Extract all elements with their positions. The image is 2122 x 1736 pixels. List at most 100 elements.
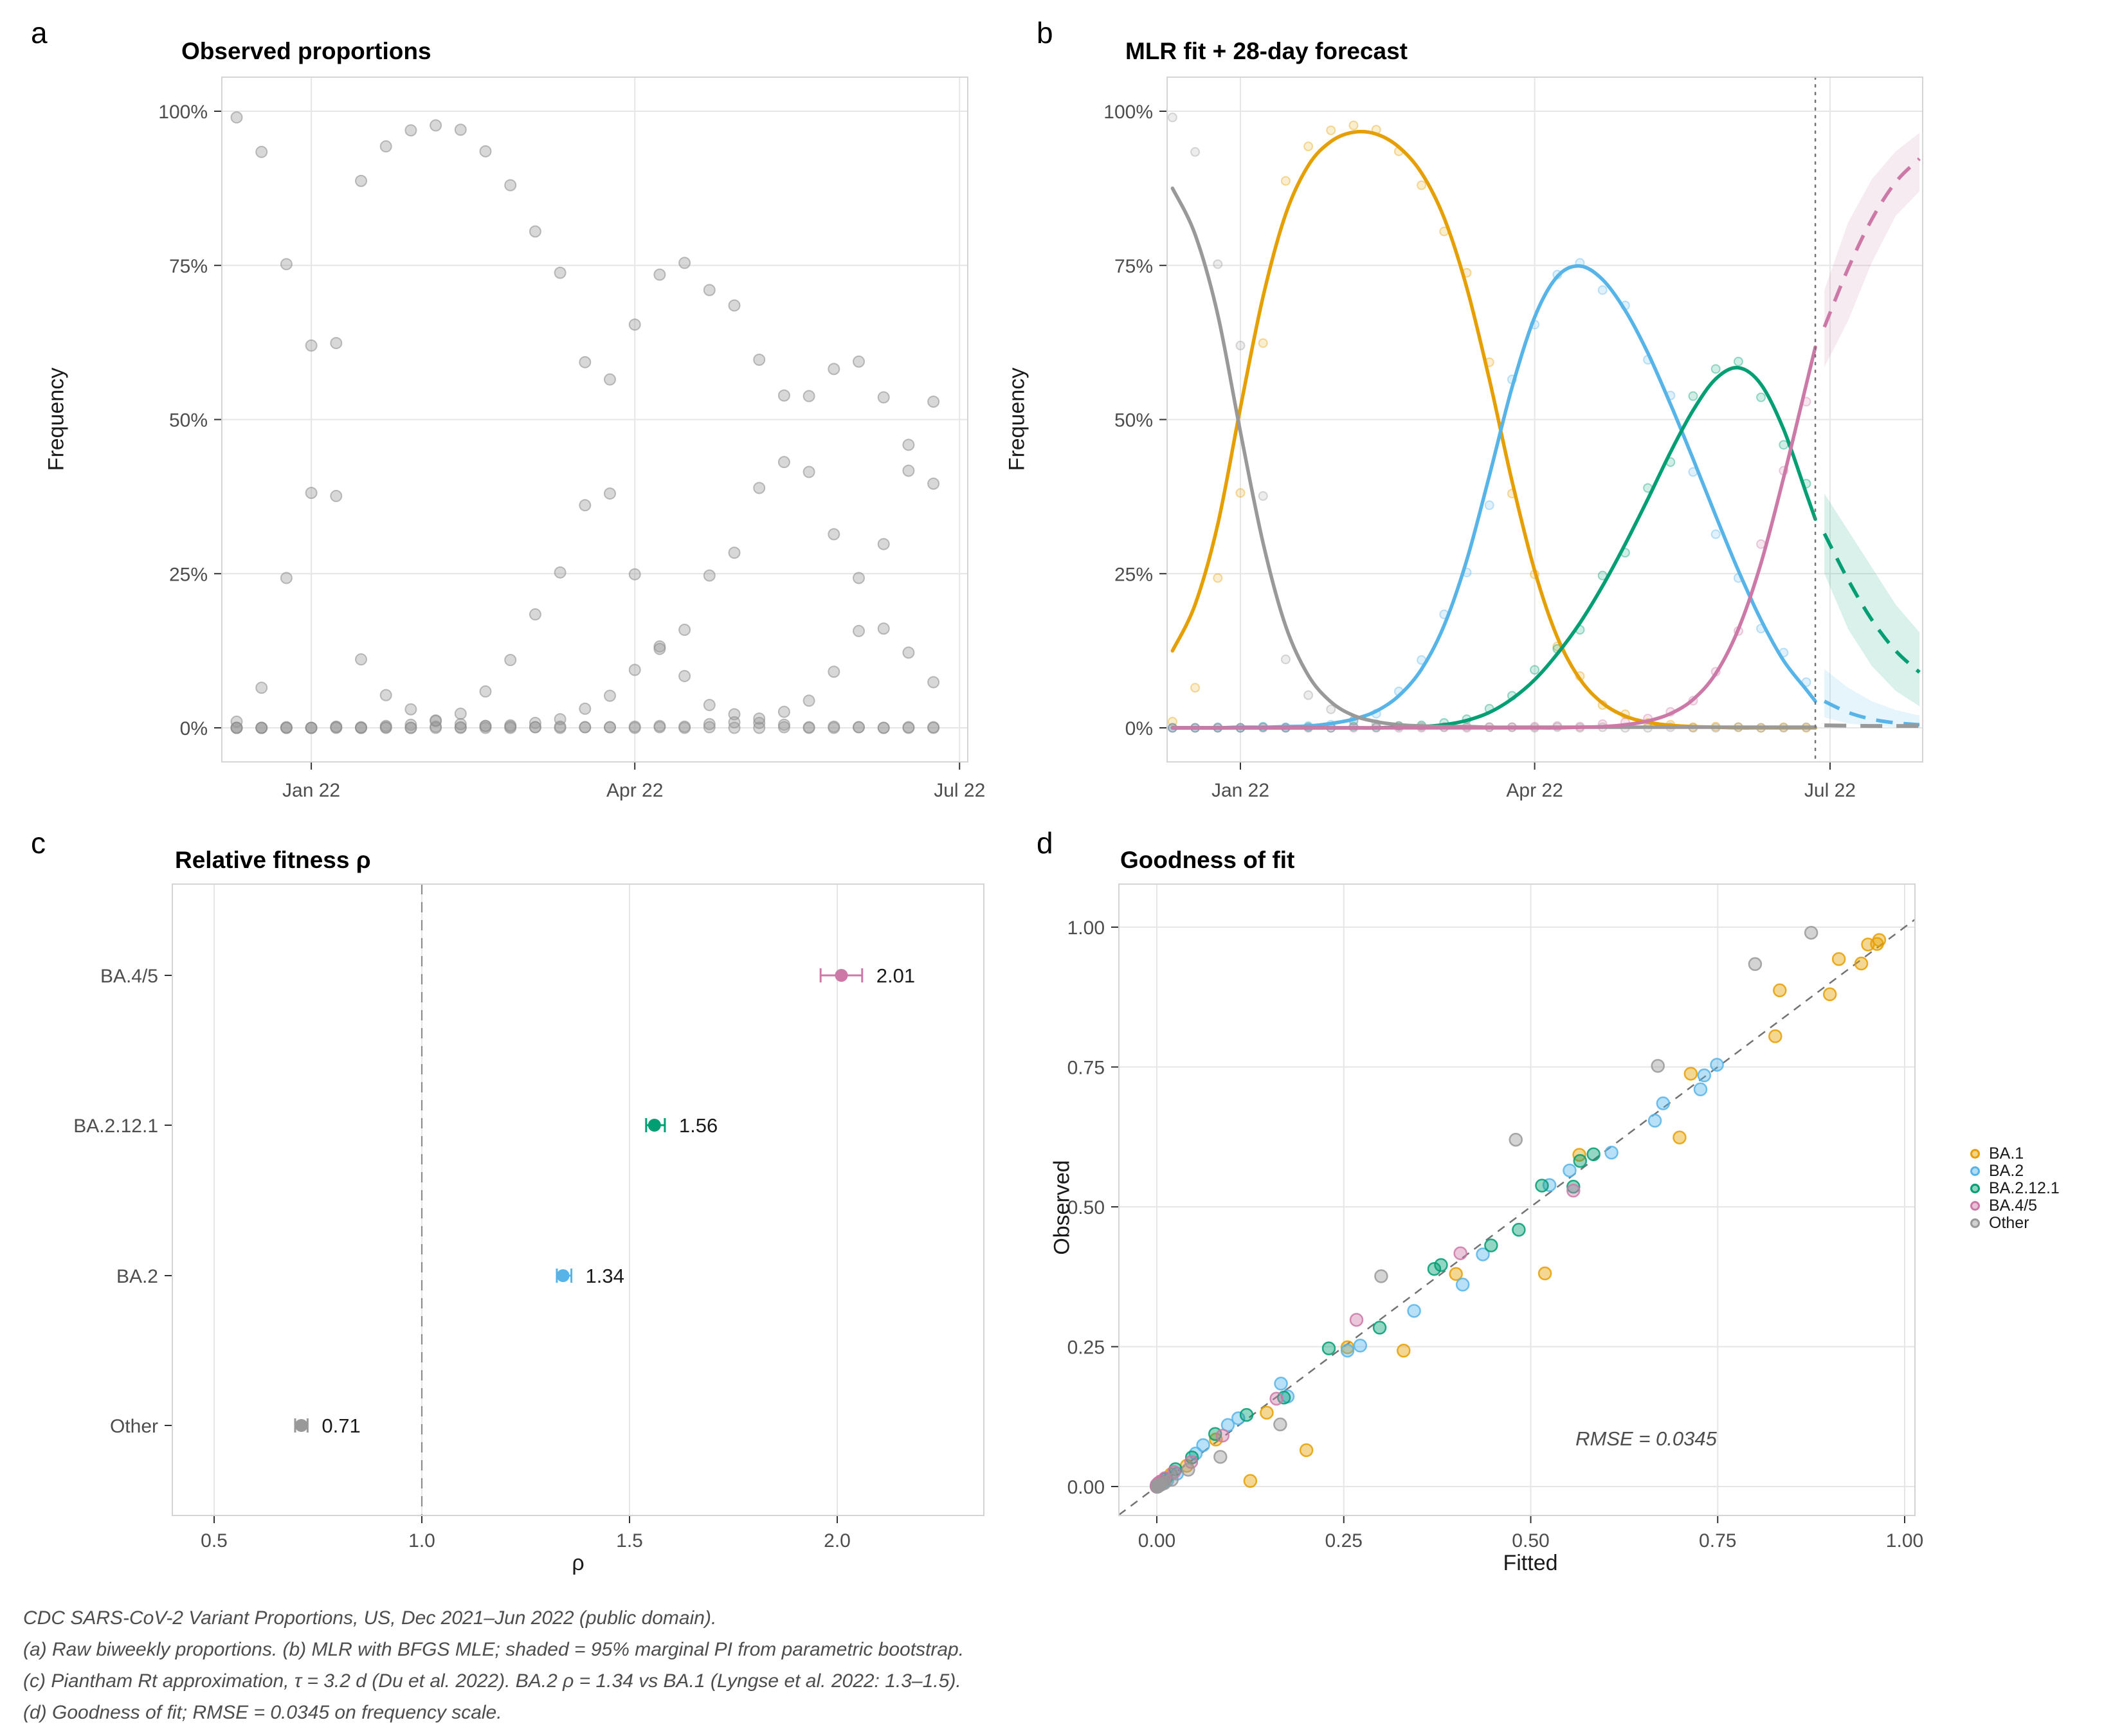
panel-b-observed-point <box>1280 176 1291 186</box>
panel-a-point <box>653 721 666 734</box>
panel-a-point <box>753 353 766 366</box>
panel-a-point <box>703 718 716 730</box>
panel-a-point <box>430 119 442 132</box>
forecast-ribbon <box>1824 132 1919 367</box>
panel-d-point <box>1484 1238 1498 1252</box>
panel-d-point <box>1231 1411 1246 1425</box>
panel-d-point <box>1273 1417 1287 1432</box>
y-tick-label: 100% <box>158 102 208 123</box>
panel-a-point <box>703 569 716 582</box>
panel-a-point <box>280 258 293 271</box>
panel-a-point <box>554 720 567 733</box>
panel-d-point <box>1260 1406 1274 1420</box>
x-tick-label: Jul 22 <box>1804 780 1856 801</box>
panel-a-point <box>504 654 517 667</box>
x-tick-label: Jan 22 <box>1211 780 1269 801</box>
panel-d-point <box>1274 1377 1288 1391</box>
panel-a-point <box>404 721 417 734</box>
panel-a-point <box>529 225 541 238</box>
panel-a-point <box>305 721 318 734</box>
panel-a-point <box>828 665 840 678</box>
category-label: BA.4/5 <box>100 966 158 987</box>
panel-a-point <box>777 389 790 402</box>
panel-a-point <box>678 624 691 637</box>
panel-a-point <box>877 391 890 404</box>
panel-d-point <box>1453 1246 1467 1260</box>
panel-a-point <box>454 718 467 730</box>
panel-d-point <box>1854 956 1869 971</box>
panel-d-point <box>1353 1339 1368 1353</box>
panel-b-observed-point <box>1190 683 1201 693</box>
panel-d-point <box>1321 1341 1336 1355</box>
panel-a-point <box>703 284 716 296</box>
y-tick-label: 1.00 <box>1067 918 1105 939</box>
panel-d-point <box>1563 1163 1577 1178</box>
panel-d-point <box>1773 983 1787 998</box>
category-label: Other <box>110 1416 158 1437</box>
panel-d-point <box>1239 1407 1254 1422</box>
panel-b-observed-point <box>1326 125 1336 136</box>
panel-a-point <box>777 456 790 469</box>
panel-b-observed-point <box>1235 488 1246 498</box>
panel-d-point <box>1184 1451 1199 1465</box>
panel-a-point <box>902 464 915 477</box>
panel-d-x-axis-title: Fitted <box>1503 1551 1558 1575</box>
panel-a-point <box>479 145 492 158</box>
panel-a-point <box>479 685 492 698</box>
forecast-line-BA.2.12.1 <box>1822 532 1921 674</box>
panel-a-point <box>703 721 716 734</box>
y-tick-label: 50% <box>1114 410 1153 431</box>
panel-b-title: MLR fit + 28-day forecast <box>1125 38 1408 64</box>
panel-d-point <box>1693 1082 1708 1097</box>
panel-d-point <box>1673 1130 1687 1144</box>
forecast-line-BA.4/5 <box>1822 157 1921 328</box>
panel-border <box>1118 883 1916 1516</box>
panel-b-observed-point <box>1303 690 1314 700</box>
panel-a-point <box>628 721 641 734</box>
panel-d-point <box>1566 1184 1581 1198</box>
panel-c-title: Relative fitness ρ <box>175 847 371 873</box>
x-tick-label: 0.5 <box>201 1530 228 1551</box>
panel-d-legend: BA.1 BA.2 BA.2.12.1 BA.4/5 Other <box>1970 1144 2060 1232</box>
panel-b-observed-point <box>1484 500 1494 511</box>
panel-d-point <box>1651 1059 1665 1073</box>
panel-a-point <box>529 608 541 621</box>
y-tick-label: 75% <box>1114 256 1153 277</box>
legend-dot-icon <box>1970 1149 1980 1159</box>
panel-a-point <box>305 339 318 352</box>
panel-c-x-axis-title: ρ <box>572 1551 585 1575</box>
x-tick-label: Apr 22 <box>1506 780 1563 801</box>
rho-point <box>835 969 848 982</box>
panel-b-tag: b <box>1037 16 1053 50</box>
panel-b-observed-point <box>1688 391 1698 401</box>
panel-a-point <box>404 703 417 716</box>
caption-line-3: (c) Piantham Rt approximation, τ = 3.2 d… <box>23 1670 961 1692</box>
panel-d-point <box>1566 1179 1581 1194</box>
panel-b-observed-point <box>1756 392 1766 402</box>
panel-a-point <box>678 669 691 682</box>
panel-border <box>221 77 968 763</box>
panel-a-point <box>230 721 243 734</box>
panel-b-observed-point <box>1326 704 1336 714</box>
x-tick-label: 1.5 <box>616 1530 643 1551</box>
x-tick-label: 0.75 <box>1699 1530 1736 1551</box>
caption-line-4: (d) Goodness of fit; RMSE = 0.0345 on fr… <box>23 1702 502 1723</box>
legend-item-BA.2.12.1: BA.2.12.1 <box>1970 1179 2060 1197</box>
legend-label: BA.1 <box>1989 1144 2024 1162</box>
panel-a-point <box>853 572 865 584</box>
panel-d-point <box>1269 1391 1283 1406</box>
panel-a-point <box>579 499 592 512</box>
panel-a-point <box>853 624 865 637</box>
panel-a-point <box>379 140 392 153</box>
panel-a-point <box>803 466 815 478</box>
panel-a-point <box>927 721 940 734</box>
panel-a-point <box>728 299 741 312</box>
y-tick-label: 0% <box>1125 718 1153 739</box>
x-tick-label: 0.50 <box>1512 1530 1549 1551</box>
rho-value-label: 1.56 <box>679 1114 718 1137</box>
panel-d-point <box>1604 1145 1619 1160</box>
panel-d-point <box>1243 1474 1258 1488</box>
x-tick-label: 0.00 <box>1138 1530 1175 1551</box>
legend-label: BA.4/5 <box>1989 1197 2038 1215</box>
panel-a-point <box>454 707 467 720</box>
